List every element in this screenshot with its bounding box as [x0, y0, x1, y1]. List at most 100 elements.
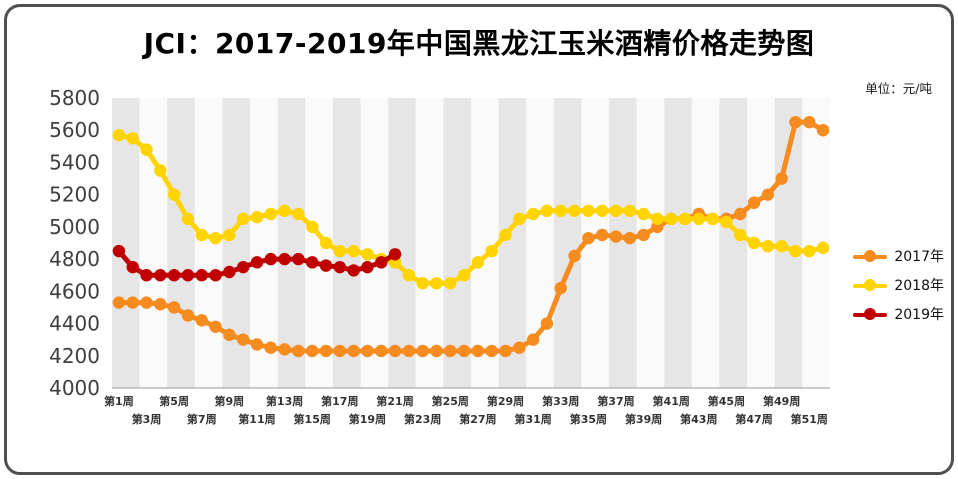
x-tick-label: 第9周: [215, 394, 245, 408]
plot-stripe: [277, 98, 306, 388]
series-point-2018年: [665, 212, 678, 226]
series-point-2017年: [499, 344, 512, 358]
series-point-2018年: [167, 188, 181, 201]
series-point-2018年: [347, 244, 360, 258]
series-point-2018年: [720, 215, 733, 229]
series-point-2018年: [554, 204, 567, 217]
x-tick-label: 第43周: [680, 412, 717, 426]
series-point-2018年: [209, 231, 222, 245]
series-point-2018年: [582, 204, 595, 217]
chart-legend: 2017年 2018年 2019年: [853, 246, 944, 324]
series-point-2017年: [278, 343, 291, 356]
series-point-2017年: [223, 328, 236, 342]
plot-stripe: [167, 98, 195, 388]
series-point-2019年: [278, 252, 291, 266]
series-point-2017年: [430, 344, 443, 358]
series-point-2018年: [361, 248, 374, 261]
series-point-2019年: [167, 269, 181, 282]
plot-stripe: [360, 98, 389, 388]
series-point-2018年: [126, 132, 139, 145]
x-tick-label: 第51周: [791, 412, 828, 426]
series-point-2018年: [471, 256, 485, 269]
legend-label: 2018年: [894, 278, 944, 294]
series-point-2018年: [816, 241, 830, 255]
y-tick-label: 4000: [49, 376, 100, 400]
x-tick-label: 第25周: [432, 394, 469, 408]
series-point-2019年: [319, 259, 333, 272]
series-point-2017年: [457, 344, 471, 358]
series-point-2017年: [292, 344, 305, 358]
series-point-2017年: [167, 301, 181, 314]
series-point-2019年: [347, 264, 360, 277]
series-point-2018年: [513, 212, 526, 226]
series-point-2018年: [651, 212, 664, 226]
x-tick-label: 第23周: [404, 412, 441, 426]
x-tick-label: 第27周: [459, 412, 496, 426]
series-point-2018年: [761, 240, 775, 253]
series-point-2019年: [250, 256, 264, 269]
series-point-2017年: [513, 341, 526, 354]
series-point-2017年: [761, 188, 775, 201]
series-point-2017年: [595, 228, 609, 242]
series-point-2017年: [402, 344, 416, 358]
series-point-2019年: [223, 265, 236, 279]
series-point-2018年: [181, 212, 195, 226]
series-point-2017年: [306, 344, 319, 358]
series-point-2018年: [623, 204, 636, 217]
series-point-2018年: [526, 207, 540, 221]
plot-stripe: [664, 98, 692, 388]
series-point-2018年: [292, 207, 305, 221]
x-tick-label: 第29周: [487, 394, 524, 408]
series-point-2017年: [637, 228, 650, 242]
legend-line-dot-marker: [853, 250, 888, 263]
series-point-2018年: [485, 244, 498, 258]
series-point-2017年: [554, 281, 567, 295]
series-point-2019年: [209, 269, 222, 282]
x-tick-label: 第19周: [349, 412, 386, 426]
legend-label: 2019年: [894, 307, 944, 323]
x-tick-label: 第33周: [542, 394, 579, 408]
plot-stripe: [415, 98, 444, 388]
legend-item-2019年[interactable]: 2019年: [853, 304, 944, 324]
series-point-2018年: [306, 220, 319, 234]
chart-title: JCI：2017-2019年中国黑龙江玉米酒精价格走势图: [143, 27, 815, 60]
unit-label: 单位：元/吨: [865, 81, 932, 96]
series-point-2018年: [444, 277, 457, 290]
plot-stripe: [443, 98, 471, 388]
plot-stripe: [112, 98, 140, 388]
series-point-2018年: [789, 244, 802, 258]
plot-stripe: [636, 98, 665, 388]
series-point-2019年: [306, 256, 319, 269]
plot-stripe: [691, 98, 720, 388]
legend-item-2017年[interactable]: 2017年: [853, 246, 944, 266]
x-tick-label: 第45周: [708, 394, 745, 408]
x-tick-label: 第37周: [597, 394, 634, 408]
series-point-2017年: [209, 320, 222, 333]
series-point-2017年: [803, 115, 816, 129]
x-tick-label: 第39周: [625, 412, 662, 426]
legend-item-2018年[interactable]: 2018年: [853, 275, 944, 295]
series-point-2018年: [195, 228, 208, 242]
series-point-2019年: [264, 252, 277, 266]
y-tick-label: 4400: [49, 312, 100, 336]
series-point-2018年: [457, 269, 471, 282]
x-tick-label: 第17周: [321, 394, 358, 408]
series-point-2017年: [361, 344, 374, 358]
series-point-2019年: [112, 244, 126, 258]
series-point-2018年: [140, 143, 153, 156]
legend-label: 2017年: [894, 249, 944, 265]
series-point-2017年: [264, 341, 277, 354]
x-tick-label: 第3周: [132, 412, 162, 426]
y-tick-label: 5800: [49, 86, 100, 110]
x-tick-label: 第11周: [238, 412, 275, 426]
series-point-2017年: [526, 333, 540, 346]
plot-stripe: [498, 98, 527, 388]
series-point-2018年: [540, 204, 554, 217]
x-tick-label: 第7周: [187, 412, 217, 426]
x-tick-label: 第21周: [376, 394, 413, 408]
series-point-2017年: [568, 249, 581, 263]
series-point-2018年: [319, 236, 333, 250]
series-point-2018年: [154, 164, 167, 177]
series-point-2017年: [623, 231, 636, 245]
